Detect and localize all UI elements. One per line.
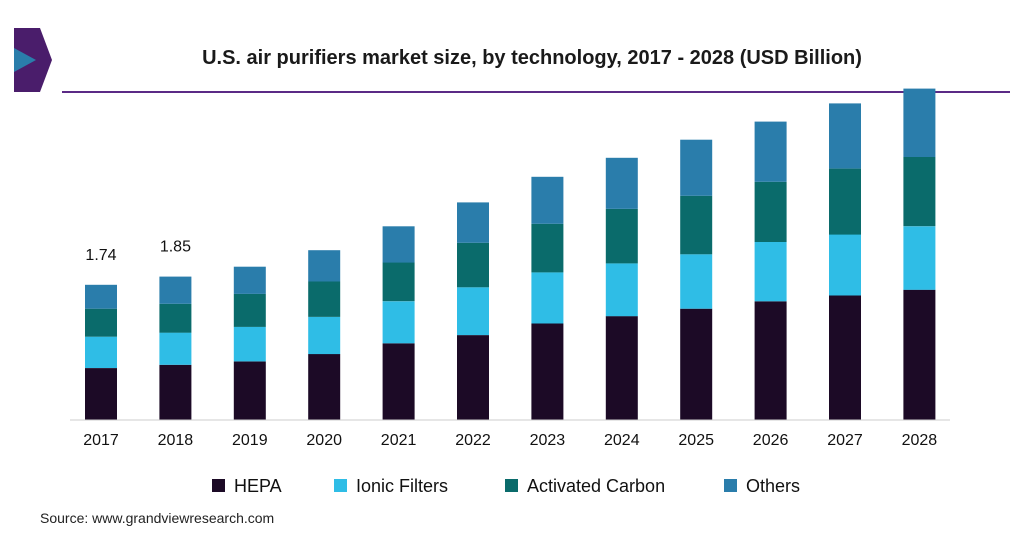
data-label-2017: 1.74 [85,247,116,264]
bar-others-2019 [233,266,266,294]
logo-icon [14,28,62,92]
bar-hepa-2017 [85,368,117,420]
legend-swatch-activated-carbon [505,479,518,492]
x-tick-label-2020: 2020 [306,432,342,449]
x-axis-labels: 2017 2018 2019 2020 2021 2022 2023 2024 2025 2026… [83,432,937,449]
bar-hepa-2024 [605,316,638,420]
x-tick-label-2017: 2017 [83,432,119,449]
bar-ionic-filters-2019 [233,326,266,362]
bar-others-2023 [531,176,564,224]
bar-activated-carbon-2022 [457,242,489,288]
bar-activated-carbon-2028 [903,157,936,227]
bar-others-2017 [85,284,117,309]
x-tick-label-2024: 2024 [604,432,640,449]
legend-label-hepa: HEPA [234,476,282,496]
x-tick-label-2018: 2018 [158,432,194,449]
bar-activated-carbon-2021 [382,262,415,302]
x-tick-label-2023: 2023 [530,432,566,449]
bar-others-2024 [605,157,638,209]
source-note: Source: www.grandviewresearch.com [40,510,274,526]
bar-activated-carbon-2020 [308,281,341,317]
legend-swatch-hepa [212,479,225,492]
bar-others-2020 [308,250,341,282]
bar-ionic-filters-2024 [605,263,638,317]
legend-swatch-ionic-filters [334,479,347,492]
bar-activated-carbon-2018 [159,303,192,333]
bar-hepa-2020 [308,354,341,420]
bar-hepa-2027 [829,295,861,420]
x-tick-label-2022: 2022 [455,432,491,449]
bar-ionic-filters-2028 [903,226,936,290]
legend: HEPA Ionic Filters Activated Carbon Others [212,476,800,496]
bar-activated-carbon-2024 [605,209,638,264]
x-tick-label-2027: 2027 [827,432,863,449]
bar-others-2022 [457,202,489,243]
bar-hepa-2018 [159,364,192,420]
bar-ionic-filters-2027 [829,234,861,296]
legend-label-activated-carbon: Activated Carbon [527,476,665,496]
bar-ionic-filters-2021 [382,301,415,344]
x-tick-label-2026: 2026 [753,432,789,449]
bar-hepa-2019 [233,361,266,420]
legend-label-ionic-filters: Ionic Filters [356,476,448,496]
bar-hepa-2026 [754,301,787,420]
bar-hepa-2022 [457,335,489,420]
bars-group [85,88,936,420]
bar-activated-carbon-2017 [85,308,117,337]
bar-ionic-filters-2018 [159,332,192,365]
bar-ionic-filters-2025 [680,254,713,309]
bar-activated-carbon-2026 [754,181,787,242]
bar-ionic-filters-2020 [308,317,341,355]
x-tick-label-2025: 2025 [678,432,714,449]
data-labels: 1.74 1.85 [85,239,191,264]
bar-hepa-2021 [382,343,415,420]
bar-others-2027 [829,103,861,169]
bar-ionic-filters-2017 [85,336,117,368]
x-tick-label-2021: 2021 [381,432,417,449]
legend-label-others: Others [746,476,800,496]
data-label-2018: 1.85 [160,239,191,256]
bar-others-2028 [903,88,936,157]
bar-ionic-filters-2023 [531,272,564,324]
bar-others-2026 [754,121,787,182]
chart-title: U.S. air purifiers market size, by techn… [202,47,862,69]
bar-hepa-2028 [903,289,936,420]
x-tick-label-2028: 2028 [902,432,938,449]
bar-activated-carbon-2027 [829,168,861,235]
bar-hepa-2025 [680,308,713,420]
bar-ionic-filters-2022 [457,287,489,336]
bar-others-2025 [680,139,713,196]
bar-hepa-2023 [531,323,564,420]
bar-activated-carbon-2019 [233,293,266,327]
bar-others-2021 [382,226,415,263]
x-tick-label-2019: 2019 [232,432,268,449]
bar-ionic-filters-2026 [754,241,787,302]
legend-swatch-others [724,479,737,492]
bar-others-2018 [159,276,192,304]
bar-activated-carbon-2025 [680,195,713,255]
bar-activated-carbon-2023 [531,223,564,273]
